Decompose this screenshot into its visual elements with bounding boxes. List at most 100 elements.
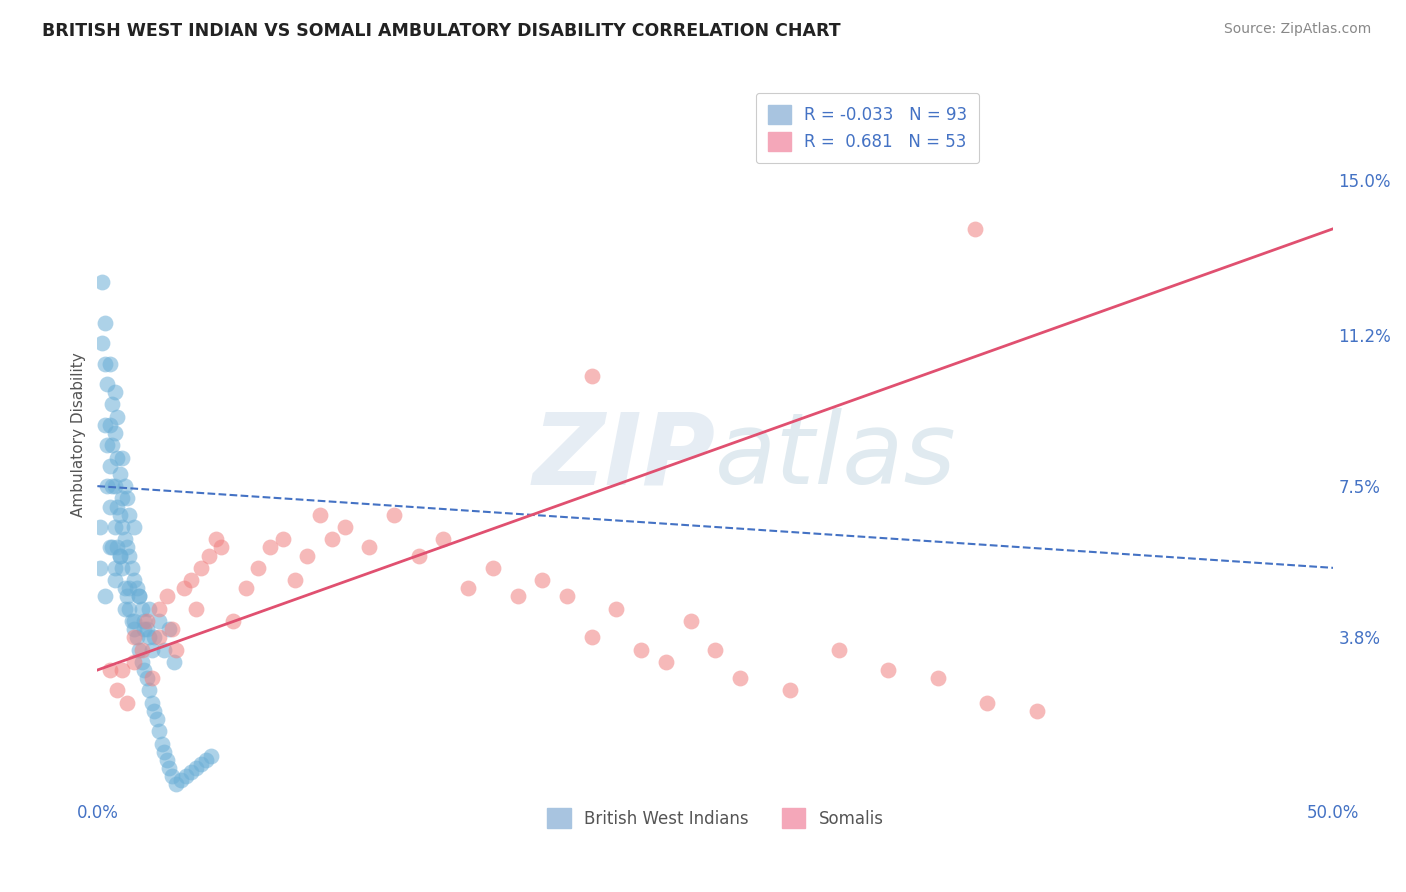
Point (89, 520, 111, 534)
Point (124, 631, 146, 645)
Point (150, 737, 173, 751)
Point (138, 601, 160, 615)
Point (157, 622, 180, 636)
Point (98, 500, 121, 514)
Point (98, 417, 121, 432)
Point (143, 631, 166, 645)
Point (105, 409, 128, 424)
Point (176, 769, 198, 783)
Point (155, 590, 177, 604)
Point (118, 549, 141, 563)
Point (96, 479, 118, 493)
Point (104, 425, 127, 440)
Point (121, 614, 143, 628)
Point (157, 761, 180, 775)
Point (111, 663, 134, 677)
Point (124, 614, 146, 628)
Point (297, 549, 319, 563)
Point (121, 561, 143, 575)
Point (98, 663, 121, 677)
Point (128, 642, 150, 657)
Point (115, 590, 138, 604)
Legend: British West Indians, Somalis: British West Indians, Somalis (540, 802, 890, 834)
Point (235, 582, 257, 596)
Point (222, 614, 245, 628)
Point (104, 561, 127, 575)
Point (655, 655, 678, 669)
Point (114, 601, 136, 615)
Point (104, 573, 127, 587)
Point (124, 573, 146, 587)
Point (457, 582, 479, 596)
Point (115, 541, 138, 555)
Point (108, 508, 131, 522)
Point (927, 671, 949, 685)
Point (101, 438, 124, 452)
Point (141, 671, 163, 685)
Point (135, 614, 157, 628)
Point (148, 631, 170, 645)
Point (531, 573, 554, 587)
Point (108, 549, 131, 563)
Point (101, 397, 124, 411)
Point (138, 683, 160, 698)
Point (131, 601, 153, 615)
Point (98, 541, 121, 555)
Point (98, 458, 121, 473)
Point (94, 357, 117, 371)
Point (148, 601, 170, 615)
Point (259, 541, 281, 555)
Point (779, 683, 801, 698)
Point (134, 614, 156, 628)
Point (160, 769, 183, 783)
Point (271, 533, 294, 547)
Point (432, 533, 454, 547)
Point (173, 582, 195, 596)
Point (114, 479, 136, 493)
Point (125, 631, 148, 645)
Point (105, 683, 128, 698)
Point (124, 655, 146, 669)
Point (155, 753, 177, 767)
Point (143, 704, 166, 718)
Point (108, 549, 131, 563)
Point (148, 614, 170, 628)
Point (98, 357, 121, 371)
Point (166, 777, 188, 791)
Point (581, 368, 603, 383)
Point (197, 549, 219, 563)
Point (89, 561, 111, 575)
Point (125, 582, 148, 596)
Point (105, 450, 128, 465)
Point (91, 336, 114, 351)
Point (134, 622, 156, 636)
Point (506, 590, 529, 604)
Point (115, 491, 138, 506)
Point (1025, 704, 1047, 718)
Point (114, 582, 136, 596)
Text: BRITISH WEST INDIAN VS SOMALI AMBULATORY DISABILITY CORRELATION CHART: BRITISH WEST INDIAN VS SOMALI AMBULATORY… (42, 22, 841, 40)
Point (91, 275, 114, 289)
Point (111, 520, 134, 534)
Point (359, 541, 381, 555)
Point (105, 500, 128, 514)
Point (728, 671, 751, 685)
Point (148, 724, 170, 739)
Point (482, 561, 505, 575)
Point (877, 663, 900, 677)
Point (963, 221, 986, 235)
Point (94, 417, 117, 432)
Point (145, 712, 167, 726)
Point (96, 438, 118, 452)
Point (828, 642, 851, 657)
Point (141, 642, 163, 657)
Point (190, 757, 212, 772)
Point (135, 622, 157, 636)
Point (118, 601, 141, 615)
Point (118, 582, 141, 596)
Point (134, 663, 156, 677)
Point (101, 541, 124, 555)
Point (108, 467, 131, 481)
Point (135, 671, 157, 685)
Point (131, 642, 153, 657)
